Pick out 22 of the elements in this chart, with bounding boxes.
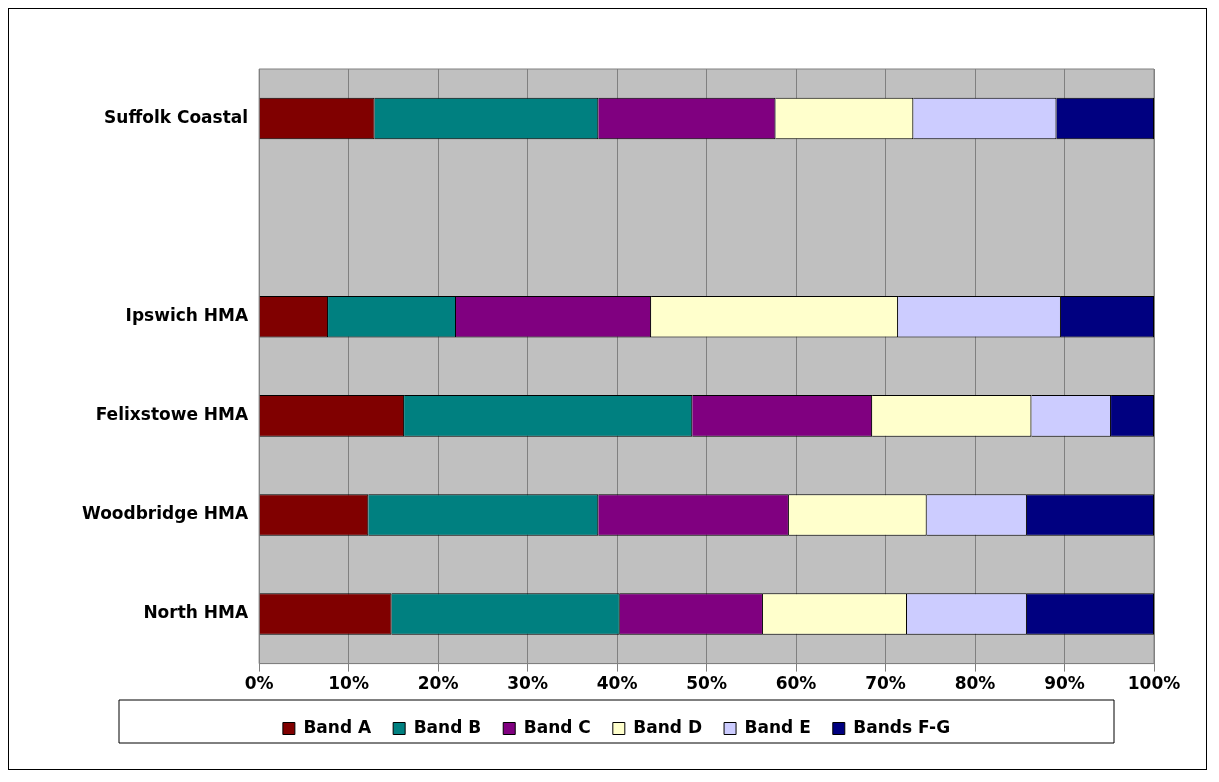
legend-label: Band D bbox=[633, 716, 703, 737]
y-tick-label: Ipswich HMA bbox=[125, 305, 249, 326]
x-tick-label: 50% bbox=[686, 673, 727, 694]
y-tick-label: Woodbridge HMA bbox=[82, 503, 249, 524]
legend-label: Band A bbox=[303, 716, 372, 737]
x-tick-label: 100% bbox=[1127, 673, 1181, 694]
x-tick-label: 40% bbox=[596, 673, 638, 694]
x-tick-label: 80% bbox=[954, 673, 996, 694]
y-tick-label: Suffolk Coastal bbox=[104, 106, 249, 127]
y-tick-label: Felixstowe HMA bbox=[95, 404, 249, 425]
x-tick-label: 0% bbox=[244, 673, 274, 694]
x-tick-label: 90% bbox=[1044, 673, 1085, 694]
x-tick-label: 60% bbox=[775, 673, 817, 694]
x-tick-label: 70% bbox=[865, 673, 906, 694]
x-tick-label: 20% bbox=[417, 673, 459, 694]
x-tick-label: 10% bbox=[328, 673, 369, 694]
y-tick-label: North HMA bbox=[143, 602, 249, 623]
legend-label: Band B bbox=[413, 716, 482, 737]
legend-label: Bands F-G bbox=[853, 716, 951, 737]
legend-label: Band E bbox=[744, 716, 811, 737]
x-tick-label: 30% bbox=[507, 673, 548, 694]
legend-label: Band C bbox=[523, 716, 591, 737]
